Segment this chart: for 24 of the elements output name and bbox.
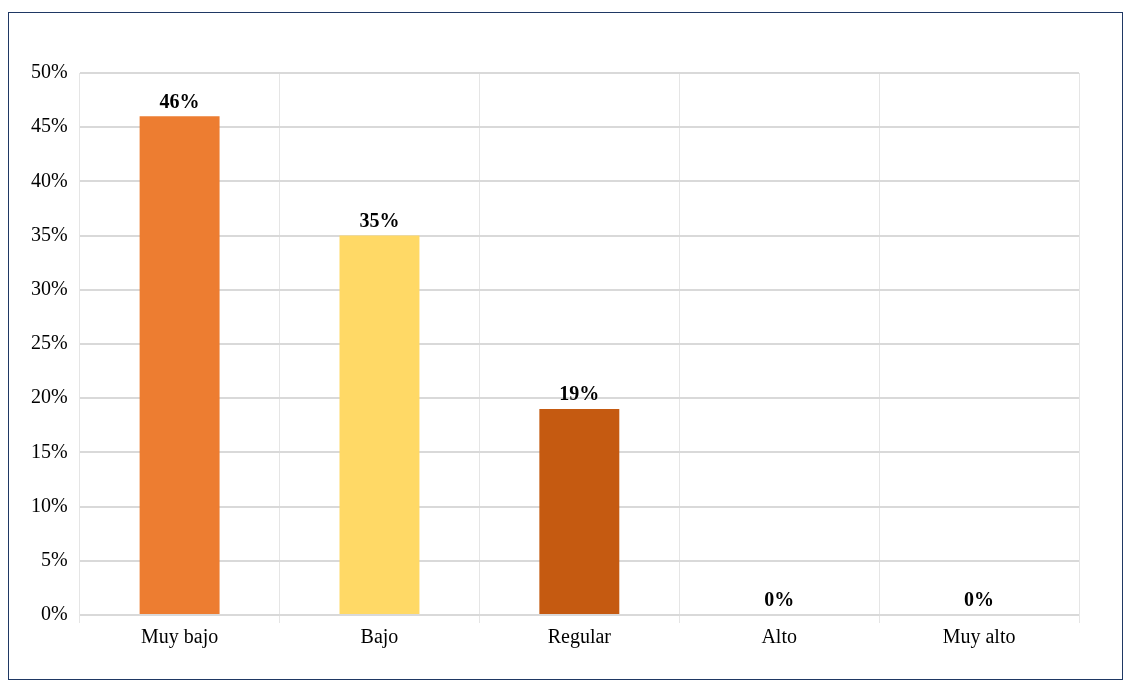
y-tick-label: 40% xyxy=(30,168,68,191)
data-label: 0% xyxy=(964,588,995,611)
x-tick-label: Regular xyxy=(547,625,612,649)
data-label: 19% xyxy=(559,382,600,405)
bar xyxy=(139,116,220,614)
y-tick-label: 15% xyxy=(30,439,68,462)
y-tick-label: 20% xyxy=(30,385,68,408)
bar xyxy=(539,409,620,614)
data-label: 35% xyxy=(359,208,400,231)
x-tick-label: Alto xyxy=(761,625,797,648)
y-tick-label: 25% xyxy=(30,331,68,354)
data-label: 46% xyxy=(159,89,200,112)
y-tick-label: 30% xyxy=(30,277,68,300)
data-label: 0% xyxy=(764,588,795,611)
x-tick-label: Muy bajo xyxy=(140,625,219,649)
y-tick-label: 10% xyxy=(30,493,68,516)
y-tick-label: 5% xyxy=(40,548,68,571)
x-tick-label: Bajo xyxy=(360,625,399,649)
x-tick-label: Muy alto xyxy=(942,625,1016,649)
y-tick-label: 50% xyxy=(30,60,68,83)
y-tick-label: 0% xyxy=(40,602,68,625)
bar xyxy=(339,235,420,614)
y-tick-label: 35% xyxy=(30,222,68,245)
y-tick-label: 45% xyxy=(30,114,68,137)
